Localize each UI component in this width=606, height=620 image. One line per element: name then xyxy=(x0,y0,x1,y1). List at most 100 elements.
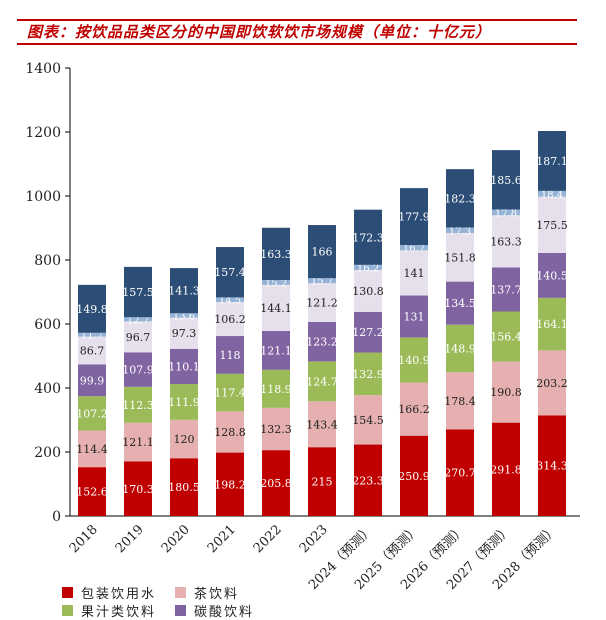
bar-segment xyxy=(538,297,566,351)
y-tick-label: 600 xyxy=(34,317,61,333)
data-label: 152.6 xyxy=(76,486,108,499)
data-label: 223.3 xyxy=(352,474,384,487)
bar-segment xyxy=(538,415,566,516)
bar-segment xyxy=(538,196,566,253)
data-label: 141 xyxy=(404,267,425,280)
x-tick-label: 2018 xyxy=(67,522,101,556)
bar-segment xyxy=(354,395,382,445)
data-label: 163.3 xyxy=(490,235,522,248)
data-label: 17.8 xyxy=(495,208,517,219)
legend-swatch xyxy=(175,587,186,598)
bar-segment xyxy=(124,422,152,462)
bar-segment xyxy=(216,373,244,412)
bar-segment xyxy=(216,247,244,298)
bar-segment xyxy=(538,190,566,197)
bar-segment xyxy=(400,382,428,436)
data-label: 149.8 xyxy=(76,303,108,316)
bar-segment xyxy=(446,372,474,430)
legend-item: 果汁类饮料 xyxy=(62,601,156,620)
legend-label: 茶饮料 xyxy=(194,587,240,602)
data-label: 106.2 xyxy=(214,313,246,326)
data-label: 128.8 xyxy=(214,426,246,439)
x-tick-label: 2022 xyxy=(251,522,285,556)
y-tick-label: 1200 xyxy=(25,125,61,141)
y-tick-label: 800 xyxy=(34,253,61,269)
bar-segment xyxy=(538,131,566,191)
legend-swatch xyxy=(62,587,73,598)
bar-segment xyxy=(170,348,198,385)
data-label: 291.8 xyxy=(490,463,522,476)
data-label: 18.4 xyxy=(541,190,563,201)
y-tick-label: 0 xyxy=(52,509,61,525)
data-label: 187.1 xyxy=(536,155,568,168)
data-label: 110.1 xyxy=(168,360,200,373)
legend-item: 茶饮料 xyxy=(175,583,239,602)
data-label: 114.4 xyxy=(76,443,108,456)
bar-segment xyxy=(216,302,244,337)
data-label: 180.5 xyxy=(168,481,200,494)
legend-label: 碳酸饮料 xyxy=(194,605,255,620)
bar-segment xyxy=(308,401,336,448)
data-label: 141.3 xyxy=(168,285,200,298)
data-label: 15.7 xyxy=(311,277,333,288)
data-label: 182.3 xyxy=(444,192,476,205)
title-bar: 图表：按饮品品类区分的中国即饮软饮市场规模（单位：十亿元） xyxy=(17,19,577,45)
bar-segment xyxy=(170,313,198,318)
data-label: 118.9 xyxy=(260,383,292,396)
data-label: 121.1 xyxy=(122,436,154,449)
x-tick-label: 2023 xyxy=(297,522,331,556)
data-label: 151.8 xyxy=(444,251,476,264)
bar-segment xyxy=(446,429,474,516)
bar-segment xyxy=(170,458,198,516)
bar-segment xyxy=(400,188,428,246)
y-tick-label: 1400 xyxy=(25,61,61,77)
data-label: 175.5 xyxy=(536,219,568,232)
bar-segment xyxy=(216,297,244,303)
data-label: 190.8 xyxy=(490,386,522,399)
bar-segment xyxy=(170,317,198,349)
bar-segment xyxy=(78,336,106,365)
bar-segment xyxy=(170,384,198,420)
data-label: 198.2 xyxy=(214,478,246,491)
data-label: 112.3 xyxy=(122,399,154,412)
data-label: 121.1 xyxy=(260,344,292,357)
bar-segment xyxy=(170,268,198,314)
y-tick-label: 200 xyxy=(34,445,61,461)
data-label: 140.5 xyxy=(536,269,568,282)
x-tick-label: 2020 xyxy=(159,522,193,556)
bar-segment xyxy=(78,467,106,516)
bar-segment xyxy=(262,450,290,516)
data-label: 170.3 xyxy=(122,483,154,496)
legend-item: 包装饮用水 xyxy=(62,583,156,602)
data-label: 270.7 xyxy=(444,467,476,480)
bar-segment xyxy=(124,386,152,423)
data-label: 16.7 xyxy=(403,244,425,255)
bar-segment xyxy=(400,435,428,516)
data-label: 121.2 xyxy=(306,297,338,310)
bar-segment xyxy=(262,227,290,281)
bar-segment xyxy=(446,169,474,228)
data-label: 12.7 xyxy=(127,315,149,326)
bar-segment xyxy=(124,317,152,322)
bar-segment xyxy=(400,337,428,383)
bar-segment xyxy=(170,419,198,459)
data-label: 137.7 xyxy=(490,283,522,296)
data-label: 132.3 xyxy=(260,423,292,436)
data-label: 11.7 xyxy=(81,331,103,342)
data-label: 127.2 xyxy=(352,326,384,339)
bar-segment xyxy=(216,411,244,453)
data-label: 130.8 xyxy=(352,285,384,298)
bar-segment xyxy=(492,267,520,312)
data-label: 185.6 xyxy=(490,174,522,187)
data-label: 157.4 xyxy=(214,266,246,279)
data-label: 107.2 xyxy=(76,407,108,420)
bar-segment xyxy=(492,311,520,362)
bar-segment xyxy=(308,361,336,402)
data-label: 166 xyxy=(312,246,333,259)
data-label: 163.3 xyxy=(260,248,292,261)
bar-segment xyxy=(78,284,106,333)
bar-segment xyxy=(308,283,336,322)
bar-segment xyxy=(492,150,520,210)
data-label: 148.9 xyxy=(444,342,476,355)
